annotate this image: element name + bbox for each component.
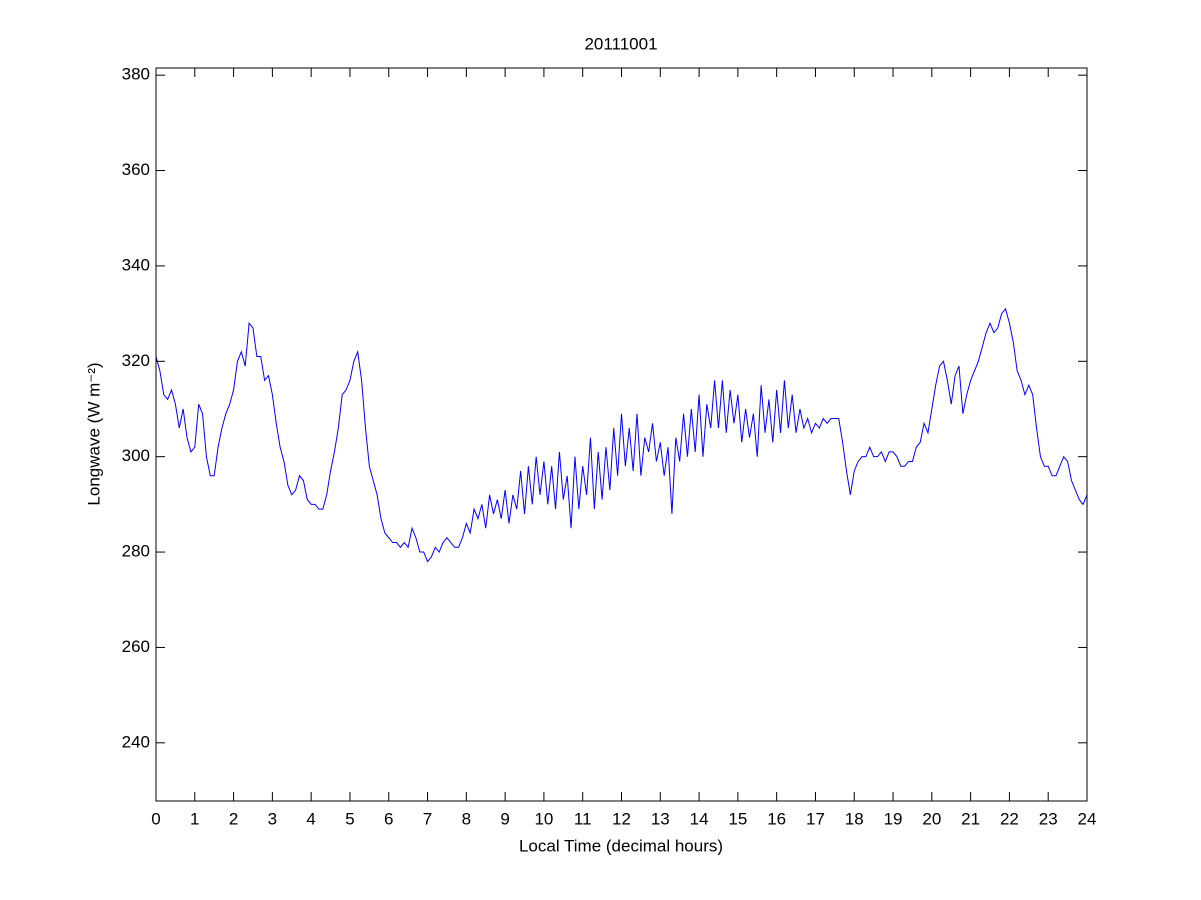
x-tick-label: 18 — [845, 809, 864, 828]
x-tick-label: 2 — [229, 809, 238, 828]
x-tick-label: 4 — [306, 809, 315, 828]
x-tick-label: 15 — [728, 809, 747, 828]
x-tick-label: 17 — [806, 809, 825, 828]
x-axis-label: Local Time (decimal hours) — [519, 836, 723, 855]
y-tick-label: 340 — [122, 255, 150, 274]
x-tick-label: 7 — [423, 809, 432, 828]
x-tick-label: 14 — [690, 809, 709, 828]
x-tick-label: 11 — [574, 809, 592, 828]
chart-title: 20111001 — [584, 34, 657, 53]
x-tick-label: 13 — [651, 809, 670, 828]
x-tick-label: 24 — [1078, 809, 1097, 828]
y-tick-label: 280 — [122, 542, 150, 561]
y-tick-label: 380 — [122, 65, 150, 84]
y-axis-label: Longwave (W m⁻²) — [84, 362, 103, 505]
x-tick-label: 0 — [151, 809, 160, 828]
y-tick-label: 360 — [122, 160, 150, 179]
y-tick-label: 320 — [122, 351, 150, 370]
x-tick-label: 20 — [922, 809, 941, 828]
x-tick-label: 9 — [500, 809, 509, 828]
x-tick-label: 10 — [534, 809, 553, 828]
y-tick-label: 260 — [122, 637, 150, 656]
x-tick-label: 1 — [190, 809, 199, 828]
y-tick-label: 300 — [122, 446, 150, 465]
x-tick-label: 3 — [268, 809, 277, 828]
y-tick-label: 240 — [122, 732, 150, 751]
x-tick-label: 22 — [1000, 809, 1019, 828]
data-line — [155, 307, 1088, 563]
x-tick-label: 19 — [884, 809, 903, 828]
x-tick-label: 12 — [612, 809, 631, 828]
x-tick-label: 23 — [1039, 809, 1058, 828]
x-tick-label: 5 — [345, 809, 354, 828]
x-tick-label: 21 — [961, 809, 980, 828]
x-tick-label: 6 — [384, 809, 393, 828]
x-tick-label: 8 — [462, 809, 471, 828]
x-tick-label: 16 — [767, 809, 786, 828]
